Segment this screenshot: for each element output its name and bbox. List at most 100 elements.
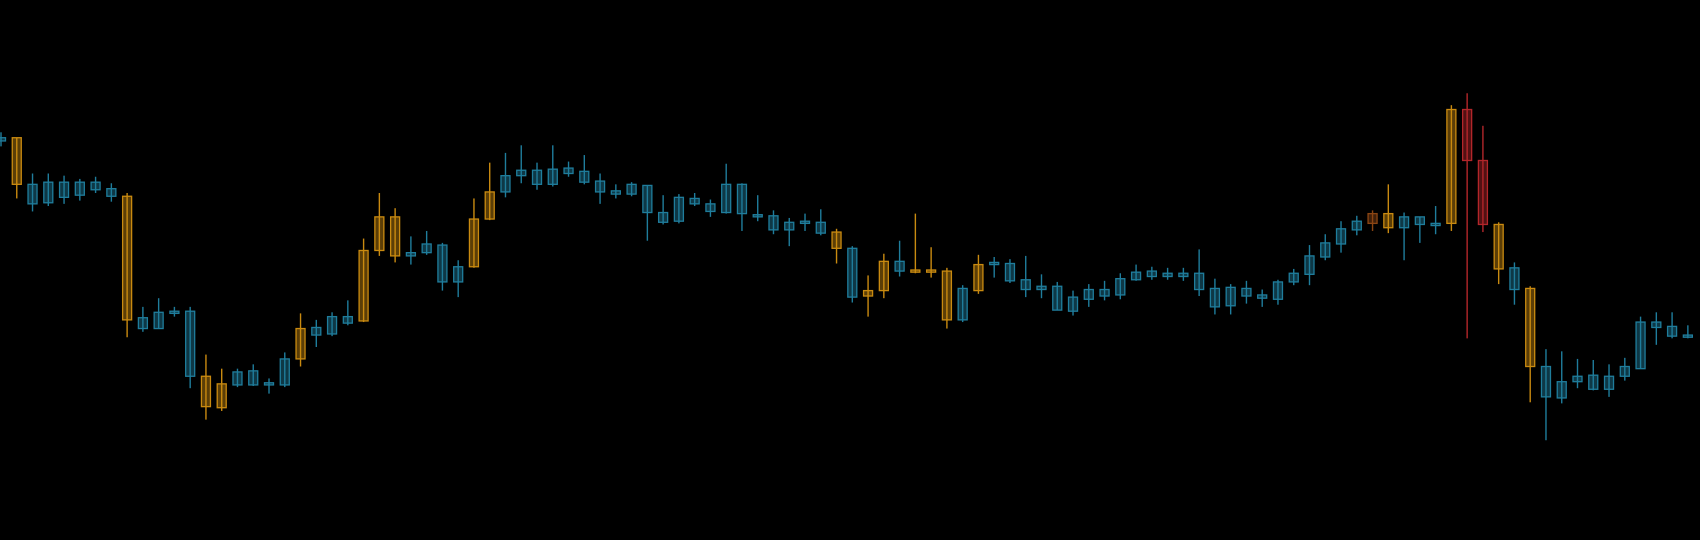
candle-body [1067,296,1079,312]
candle-body [74,181,85,196]
candle-body [1572,375,1583,383]
candle-body [421,243,432,254]
candle-body [1052,285,1063,311]
candle-body [657,211,669,223]
candle-body [768,215,779,231]
candle-body [531,169,543,185]
candle-body [58,181,70,198]
candle-body [642,184,653,214]
candle-body [989,261,1000,266]
candle-body [1320,242,1331,258]
candle-body [705,203,716,213]
candle-body [1588,374,1599,390]
candle-body [1461,108,1473,162]
candle-body [1556,381,1567,399]
candle-body [736,183,748,215]
candle-body [405,252,417,257]
candle-body [1178,272,1189,278]
candle-body [1083,288,1094,300]
candle-body [626,183,637,195]
candle-body [358,249,369,322]
candle-body [1162,272,1173,278]
candle-body [137,317,149,330]
candle-body [815,221,826,234]
candle-body [1146,270,1157,278]
candle-body [121,195,133,321]
candle-body [1304,255,1315,275]
candle-body [1414,216,1425,226]
candle-body [1193,272,1205,291]
candle-body [389,216,401,257]
candle-body [437,244,448,283]
candle-body [579,170,590,183]
candle-body [0,137,7,142]
candle-body [1666,325,1678,337]
candle-body [279,358,290,386]
candle-body [1651,321,1662,329]
candle-body [27,183,38,205]
candle-body [153,311,164,330]
candle-body [721,183,732,214]
candle-body [200,375,212,408]
candle-body [453,266,464,283]
candle-body [862,289,874,297]
candle-body [1509,267,1520,291]
candle-body [1257,294,1268,299]
candle-body [1288,272,1299,283]
candle-body [1130,271,1142,281]
candle-body [1398,216,1410,229]
candle-body [847,247,858,298]
candle-body [516,169,527,177]
candle-body [973,263,984,292]
candle-body [910,269,921,273]
candle-body [326,315,338,335]
candle-body [1430,222,1441,227]
candle-body [232,371,243,386]
candle-body [1225,286,1236,307]
candle-body [185,310,196,377]
candle-body [831,231,842,249]
candle-body [106,188,117,197]
candle-body [1036,285,1047,291]
candle-body [374,216,385,252]
candle-body [216,383,227,409]
candle-body [957,287,968,321]
candle-body [1335,228,1347,245]
candle-body [1367,212,1378,225]
candle-body [1635,321,1646,370]
candle-body [784,221,795,231]
candle-body [878,260,889,292]
candle-body [295,327,306,360]
candle-body [311,326,322,336]
candle-body [594,180,606,193]
candle-body [941,270,953,321]
candle-body [563,167,574,175]
candle-body [1099,288,1110,297]
candle-body [1477,159,1489,226]
candle-body [1209,287,1221,308]
candle-body [342,315,353,324]
candle-body [752,214,763,218]
candle-body [43,181,54,204]
candle-body [689,197,700,205]
candle-body [547,168,558,185]
candle-body [500,175,511,193]
candle-body [169,310,180,315]
candle-body [1540,365,1552,398]
candle-body [1493,223,1504,270]
candle-body [1446,108,1457,225]
candle-body [1020,279,1031,291]
candle-body [1115,278,1126,296]
candle-body [894,260,905,272]
candle-body [1351,220,1362,231]
candle-body [1682,334,1694,338]
candle-body [610,190,621,195]
candle-body [248,370,259,386]
candle-body [11,137,22,185]
candle-body [468,218,480,268]
candle-body [263,382,275,386]
candle-body [1383,212,1394,229]
candle-body [799,220,811,225]
